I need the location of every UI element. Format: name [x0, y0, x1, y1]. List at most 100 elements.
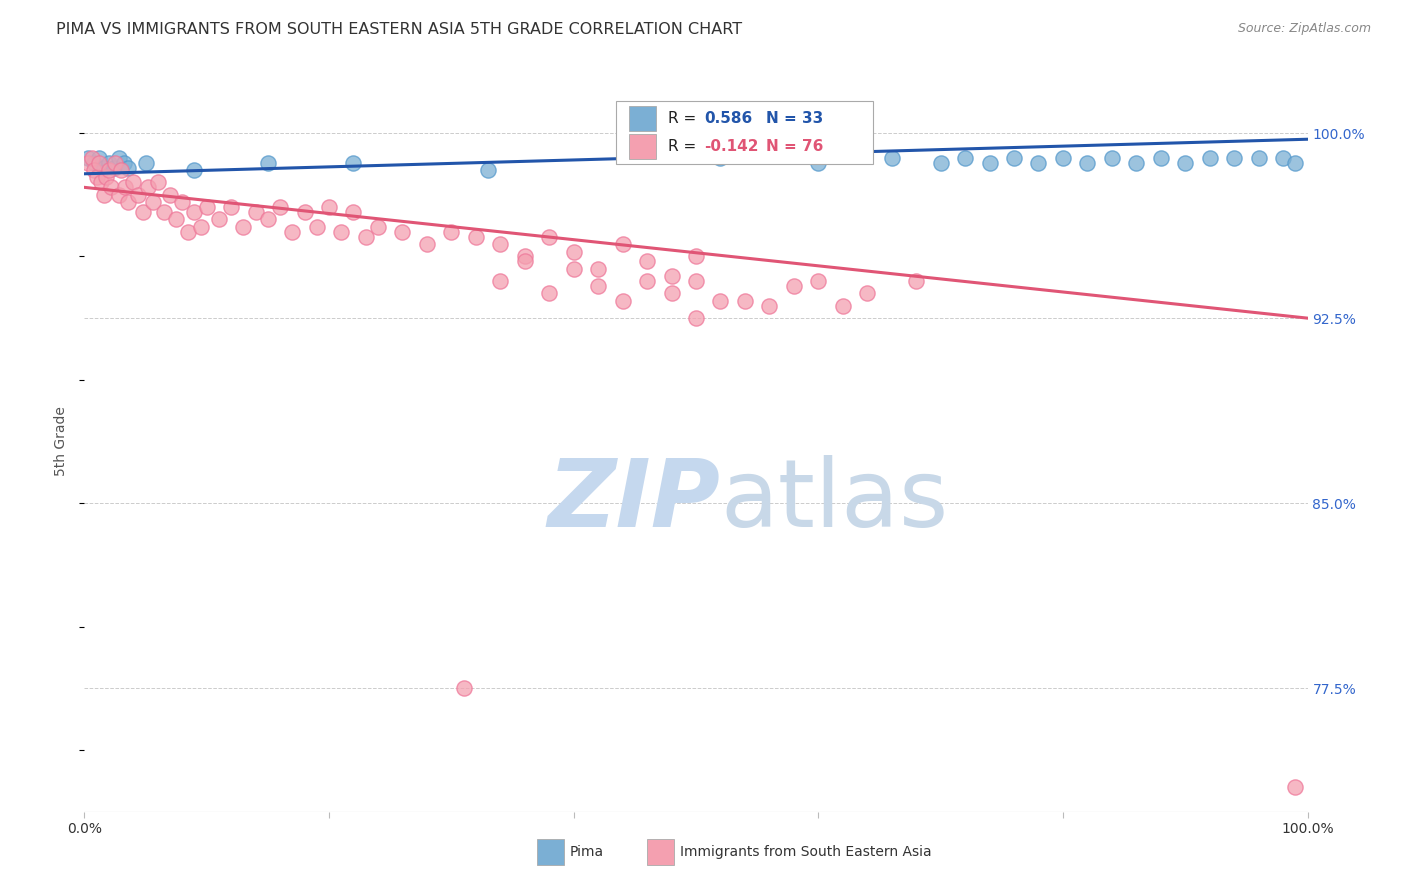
Point	[562, 261, 585, 276]
Point	[391, 225, 413, 239]
Text: Pima: Pima	[569, 846, 605, 859]
Point	[183, 205, 205, 219]
Point	[305, 219, 328, 234]
Text: Immigrants from South Eastern Asia: Immigrants from South Eastern Asia	[681, 846, 932, 859]
Point	[1272, 151, 1295, 165]
Point	[685, 249, 707, 263]
Point	[661, 286, 683, 301]
Point	[1076, 155, 1098, 169]
Point	[87, 155, 110, 169]
Point	[453, 681, 475, 696]
Point	[709, 293, 731, 308]
Point	[367, 219, 389, 234]
Text: atlas: atlas	[720, 455, 949, 547]
Point	[734, 293, 756, 308]
Point	[489, 237, 512, 252]
Point	[318, 200, 340, 214]
Point	[96, 170, 118, 185]
Point	[146, 175, 169, 189]
Point	[1101, 151, 1123, 165]
Point	[117, 161, 139, 175]
Point	[1150, 151, 1173, 165]
Point	[538, 286, 561, 301]
Point	[1125, 155, 1147, 169]
Point	[1002, 151, 1025, 165]
Bar	[537, 839, 564, 865]
Point	[117, 195, 139, 210]
Point	[636, 274, 658, 288]
Point	[612, 237, 634, 252]
Point	[709, 151, 731, 165]
Point	[342, 155, 364, 169]
Text: N = 76: N = 76	[766, 139, 823, 154]
Point	[661, 269, 683, 284]
Point	[1028, 155, 1050, 169]
Point	[513, 254, 536, 268]
Point	[1198, 151, 1220, 165]
Bar	[628, 135, 655, 159]
Point	[114, 180, 136, 194]
Point	[159, 187, 181, 202]
Point	[110, 163, 132, 178]
Point	[107, 151, 129, 165]
Point	[586, 279, 609, 293]
Point	[93, 161, 115, 175]
Point	[136, 180, 159, 194]
Point	[929, 155, 952, 169]
Point	[783, 279, 806, 293]
Point	[416, 237, 439, 252]
Point	[807, 155, 830, 169]
Point	[103, 161, 125, 175]
Point	[107, 187, 129, 202]
Point	[97, 155, 120, 169]
Point	[219, 200, 242, 214]
Point	[104, 155, 127, 169]
Point	[513, 249, 536, 263]
Point	[257, 212, 280, 227]
Point	[685, 274, 707, 288]
Point	[127, 187, 149, 202]
Point	[354, 229, 377, 244]
Point	[1052, 151, 1074, 165]
Point	[97, 163, 120, 178]
Text: ZIP: ZIP	[547, 455, 720, 547]
Bar	[628, 106, 655, 130]
Point	[807, 274, 830, 288]
Text: Source: ZipAtlas.com: Source: ZipAtlas.com	[1237, 22, 1371, 36]
Point	[87, 151, 110, 165]
Point	[153, 205, 176, 219]
Point	[856, 286, 879, 301]
Point	[77, 151, 100, 165]
Text: -0.142: -0.142	[704, 139, 759, 154]
Point	[165, 212, 187, 227]
Point	[257, 155, 280, 169]
Point	[636, 254, 658, 268]
Point	[880, 151, 903, 165]
Point	[208, 212, 231, 227]
Point	[183, 163, 205, 178]
Point	[195, 200, 218, 214]
Bar	[616, 101, 873, 164]
Point	[93, 187, 115, 202]
Point	[612, 293, 634, 308]
Point	[135, 155, 157, 169]
Point	[758, 299, 780, 313]
Point	[979, 155, 1001, 169]
Point	[1284, 780, 1306, 794]
Point	[190, 219, 212, 234]
Text: N = 33: N = 33	[766, 111, 823, 126]
Text: 0.586: 0.586	[704, 111, 752, 126]
Point	[586, 261, 609, 276]
Point	[112, 155, 135, 169]
Point	[83, 155, 105, 169]
Text: PIMA VS IMMIGRANTS FROM SOUTH EASTERN ASIA 5TH GRADE CORRELATION CHART: PIMA VS IMMIGRANTS FROM SOUTH EASTERN AS…	[56, 22, 742, 37]
Point	[294, 205, 316, 219]
Point	[269, 200, 291, 214]
Point	[1284, 155, 1306, 169]
Point	[440, 225, 463, 239]
Point	[132, 205, 155, 219]
Point	[562, 244, 585, 259]
Point	[330, 225, 353, 239]
Point	[1247, 151, 1270, 165]
Point	[86, 170, 108, 185]
